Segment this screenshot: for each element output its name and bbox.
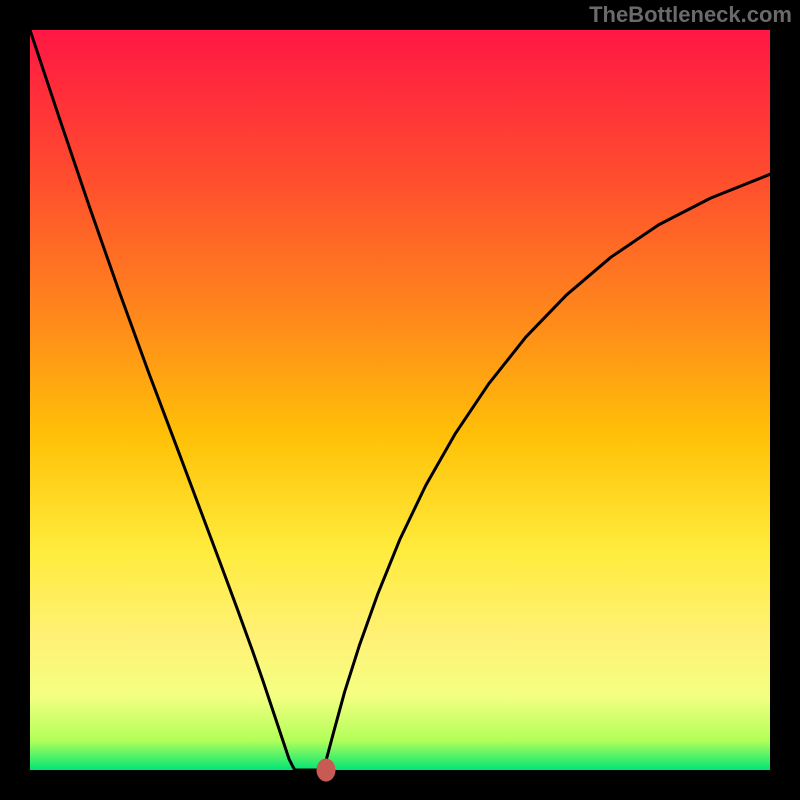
watermark-text: TheBottleneck.com: [589, 2, 792, 28]
plot-background: [30, 30, 770, 770]
bottleneck-chart: [0, 0, 800, 800]
optimal-point-marker: [317, 759, 335, 781]
chart-container: TheBottleneck.com: [0, 0, 800, 800]
